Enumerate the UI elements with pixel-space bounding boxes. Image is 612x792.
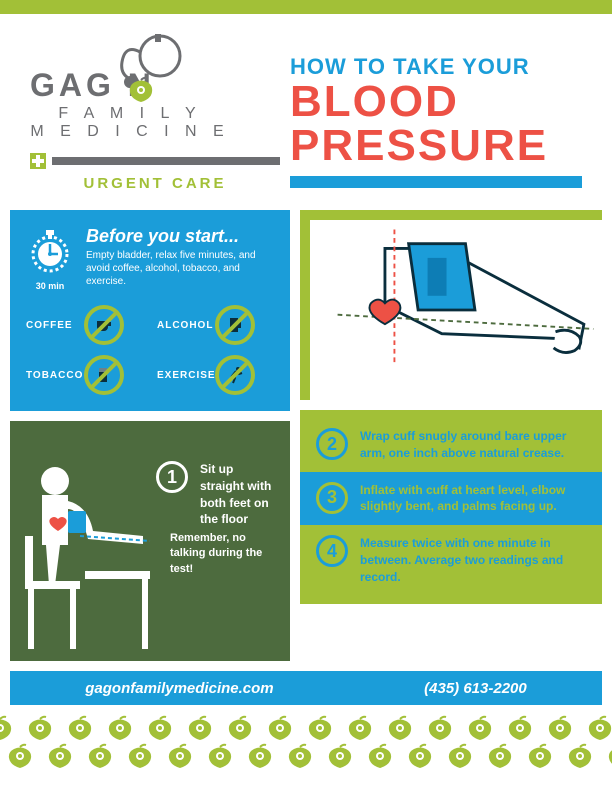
- person-sitting-icon: [20, 461, 160, 661]
- plus-icon: [30, 153, 46, 169]
- step-2-text: Wrap cuff snugly around bare upper arm, …: [360, 428, 586, 462]
- stopwatch-icon: [26, 226, 74, 274]
- step-2-number: 2: [316, 428, 348, 460]
- title-line-2b: PRESSURE: [290, 124, 582, 168]
- step-4-text: Measure twice with one minute in between…: [360, 535, 586, 585]
- footer-phone: (435) 613-2200: [424, 680, 527, 697]
- header-row: GAG N F A M I L Y M E D I C I N E URGENT…: [0, 14, 612, 202]
- right-column: 2 Wrap cuff snugly around bare upper arm…: [300, 210, 602, 661]
- gray-divider: [52, 157, 280, 165]
- apple-pattern: [0, 711, 612, 771]
- before-text: Before you start... Empty bladder, relax…: [86, 226, 274, 291]
- avoid-alcohol: ALCOHOL: [157, 305, 274, 345]
- step-2: 2 Wrap cuff snugly around bare upper arm…: [300, 418, 602, 472]
- urgent-care-label: URGENT CARE: [30, 175, 280, 192]
- step-3-text: Inflate with cuff at heart level, elbow …: [360, 482, 586, 516]
- footer-bar: gagonfamilymedicine.com (435) 613-2200: [10, 671, 602, 705]
- title-block: HOW TO TAKE YOUR BLOOD PRESSURE: [280, 34, 582, 192]
- medicine-text: M E D I C I N E: [30, 123, 229, 140]
- remember-note: Remember, no talking during the test!: [170, 531, 280, 577]
- step-3: 3 Inflate with cuff at heart level, elbo…: [300, 472, 602, 526]
- no-alcohol-icon: [215, 305, 255, 345]
- avoid-grid: COFFEE ALCOHOL TOBACCO EXERCISE: [26, 305, 274, 395]
- no-coffee-icon: [84, 305, 124, 345]
- header-accent-band: [0, 0, 612, 14]
- before-heading: Before you start...: [86, 226, 274, 247]
- avoid-tobacco: TOBACCO: [26, 355, 143, 395]
- before-header: 30 min Before you start... Empty bladder…: [26, 226, 274, 291]
- logo-block: GAG N F A M I L Y M E D I C I N E URGENT…: [30, 34, 280, 192]
- step-1-number: 1: [156, 461, 188, 493]
- logo-svg: GAG N F A M I L Y M E D I C I N E: [30, 34, 230, 144]
- title-underline: [290, 176, 582, 188]
- before-panel: 30 min Before you start... Empty bladder…: [10, 210, 290, 411]
- no-exercise-icon: [215, 355, 255, 395]
- step-1: 1 Sit up straight with both feet on the …: [140, 451, 290, 538]
- avoid-exercise: EXERCISE: [157, 355, 274, 395]
- timer-label: 30 min: [26, 281, 74, 291]
- left-column: 30 min Before you start... Empty bladder…: [10, 210, 290, 661]
- avoid-coffee: COFFEE: [26, 305, 143, 345]
- arm-cuff-icon: [310, 220, 602, 400]
- plus-bar: [30, 153, 280, 169]
- step-1-text: Sit up straight with both feet on the fl…: [200, 461, 274, 528]
- title-line-2a: BLOOD: [290, 80, 582, 124]
- step-4: 4 Measure twice with one minute in betwe…: [300, 525, 602, 595]
- no-tobacco-icon: [84, 355, 124, 395]
- timer-block: 30 min: [26, 226, 74, 291]
- before-body: Empty bladder, relax five minutes, and a…: [86, 249, 274, 288]
- steps-panel: 2 Wrap cuff snugly around bare upper arm…: [300, 410, 602, 604]
- apple-row-2: [0, 739, 612, 771]
- footer-site: gagonfamilymedicine.com: [85, 680, 273, 697]
- step-1-panel: 1 Sit up straight with both feet on the …: [10, 421, 290, 661]
- step-4-number: 4: [316, 535, 348, 567]
- arm-illustration: [300, 210, 602, 400]
- step-3-number: 3: [316, 482, 348, 514]
- main-content: 30 min Before you start... Empty bladder…: [0, 210, 612, 661]
- family-text: F A M I L Y: [58, 105, 201, 122]
